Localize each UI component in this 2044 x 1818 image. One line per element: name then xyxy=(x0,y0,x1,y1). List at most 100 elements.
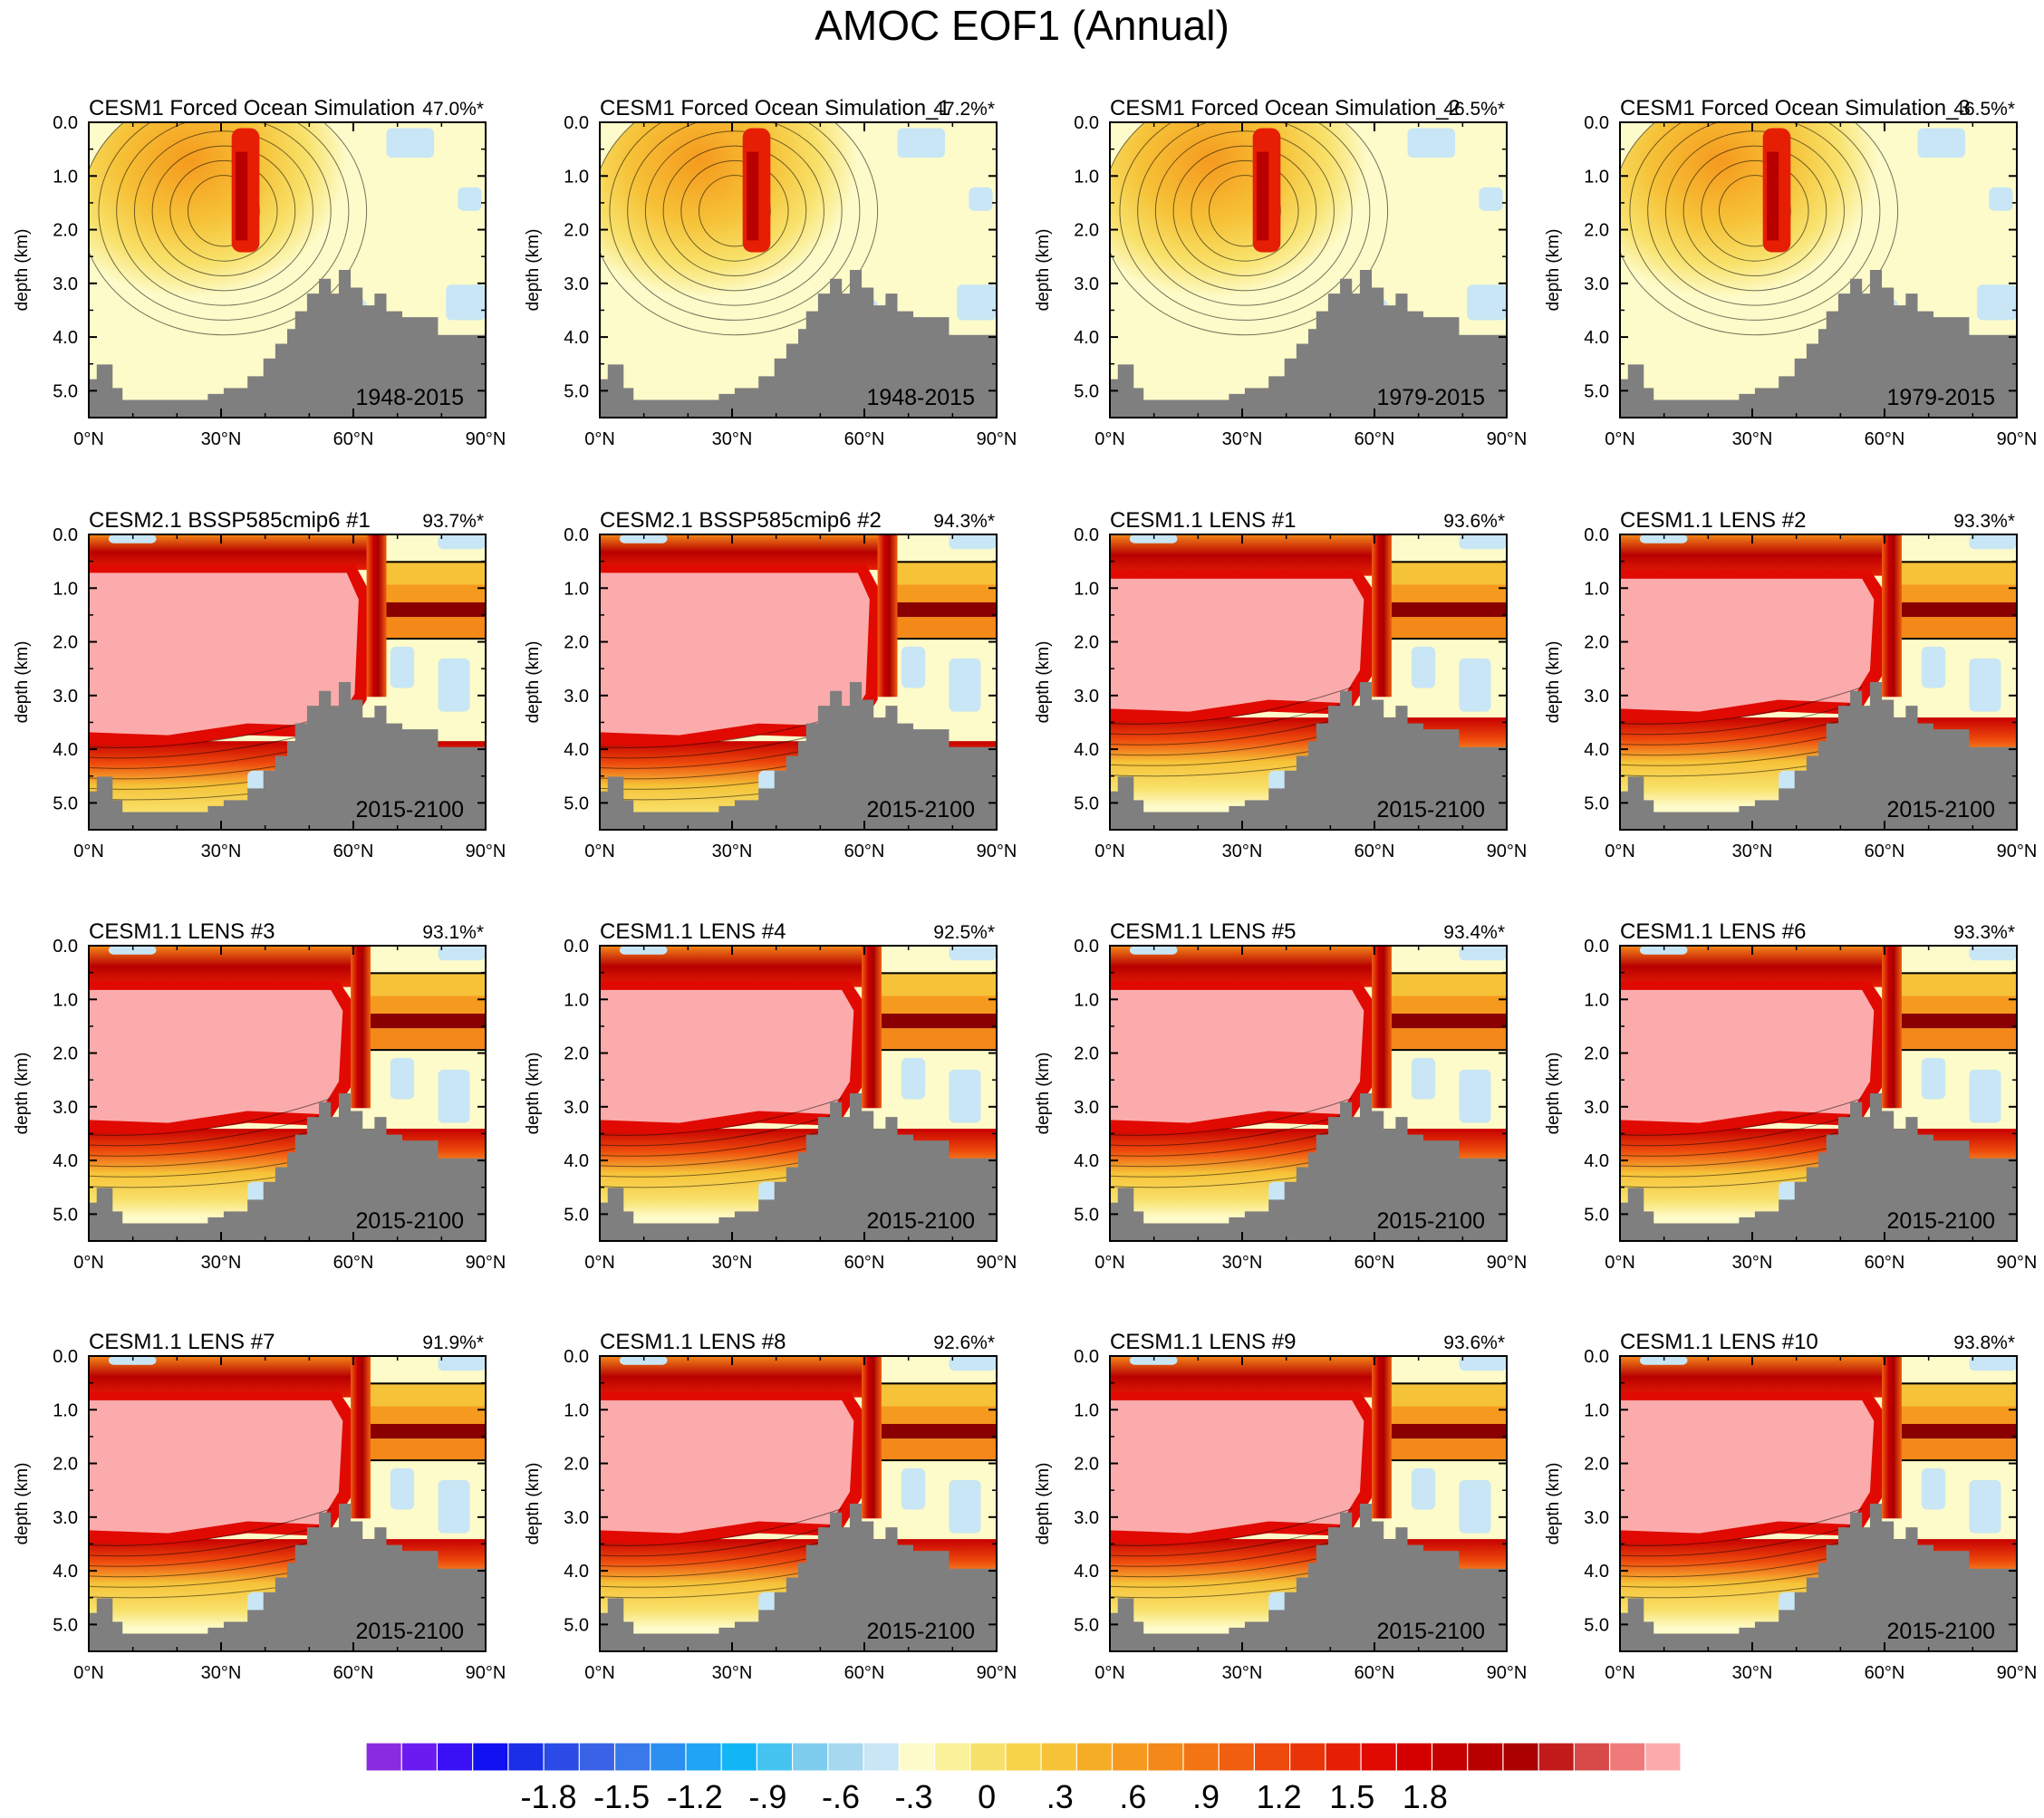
bathymetry xyxy=(600,682,997,830)
max-core xyxy=(236,151,248,241)
contour-line xyxy=(1620,714,1863,745)
colorbar-swatch xyxy=(827,1743,864,1771)
panel-title: CESM1.1 LENS #8 xyxy=(600,1330,786,1354)
contour-line xyxy=(1620,1111,1863,1147)
band-edge xyxy=(370,1382,486,1385)
bathymetry xyxy=(1620,1504,2017,1651)
y-tick-label: 1.0 xyxy=(564,1400,589,1420)
panel-title: CESM1.1 LENS #10 xyxy=(1620,1330,1818,1354)
panel-frame xyxy=(1109,945,1508,1242)
contour-line xyxy=(1110,1522,1353,1557)
x-tick-label: 60°N xyxy=(333,429,374,449)
band xyxy=(1901,617,2017,639)
y-tick-label: 5.0 xyxy=(1584,1205,1609,1225)
northern-jet xyxy=(1372,534,1392,697)
bathymetry xyxy=(1620,270,2017,418)
y-tick-label: 5.0 xyxy=(564,381,589,401)
band xyxy=(1391,1406,1507,1424)
x-tick-label: 30°N xyxy=(201,1663,242,1683)
band-edge xyxy=(370,1459,486,1462)
negative-patch xyxy=(390,1467,415,1510)
y-tick-label: 0.0 xyxy=(1074,113,1099,133)
y-tick-label: 4.0 xyxy=(53,1562,78,1582)
panel-title: CESM1.1 LENS #2 xyxy=(1620,508,1806,533)
panel-percent: 47.2%* xyxy=(933,99,995,120)
y-tick-label: 5.0 xyxy=(1074,381,1099,401)
saturated-core xyxy=(600,989,854,1123)
x-tick-label: 90°N xyxy=(466,1253,506,1273)
saturated-core xyxy=(89,989,343,1123)
panel-frame xyxy=(1619,945,2018,1242)
saturated-core xyxy=(89,572,359,736)
contour-line xyxy=(89,1535,332,1567)
negative-patch xyxy=(901,646,926,688)
x-tick-label: 30°N xyxy=(1222,842,1263,861)
negative-patch xyxy=(1467,284,1507,321)
y-tick-label: 4.0 xyxy=(564,328,589,348)
y-tick-label: 1.0 xyxy=(564,167,589,187)
y-tick-label: 3.0 xyxy=(1074,1098,1099,1118)
contour-line xyxy=(116,122,332,306)
colorbar-label: -1.2 xyxy=(667,1778,723,1815)
bathymetry xyxy=(1110,1093,1507,1241)
contour-line xyxy=(1629,122,1881,321)
y-tick-label: 3.0 xyxy=(53,687,78,707)
colorbar-swatch xyxy=(1574,1743,1611,1771)
y-tick-label: 2.0 xyxy=(53,1455,78,1475)
y-tick-label: 5.0 xyxy=(1074,794,1099,813)
colorbar-swatch xyxy=(1041,1743,1077,1771)
panel-percent: 46.5%* xyxy=(1443,99,1505,120)
band xyxy=(1391,617,1507,639)
colorbar-label: 1.5 xyxy=(1329,1778,1374,1815)
y-axis-label: depth (km) xyxy=(13,1463,32,1545)
panel-percent: 93.8%* xyxy=(1953,1332,2015,1353)
colorbar-swatch xyxy=(1502,1743,1539,1771)
y-tick-label: 4.0 xyxy=(53,740,78,760)
colorbar-swatch xyxy=(579,1743,616,1771)
contour-line xyxy=(609,122,861,321)
panel-period: 2015-2100 xyxy=(1376,1208,1485,1234)
x-tick-label: 90°N xyxy=(1997,842,2038,861)
y-axis-label: depth (km) xyxy=(1544,1463,1563,1545)
panel-frame xyxy=(1619,1355,2018,1652)
x-tick-label: 30°N xyxy=(712,1253,753,1273)
panel-frame xyxy=(599,121,998,418)
y-tick-label: 2.0 xyxy=(1074,633,1099,653)
panel: 0.0 1.0 2.0 3.0 4.0 5.0 0°N 30°N 60°N 90°N depth (… xyxy=(1034,96,1527,449)
panel-title: CESM1.1 LENS #3 xyxy=(89,919,275,944)
panel: 0.0 1.0 2.0 3.0 4.0 5.0 0°N 30°N 60°N 90°N depth (… xyxy=(1034,1330,1527,1683)
x-tick-label: 0°N xyxy=(73,842,104,861)
negative-patch xyxy=(949,1479,981,1534)
northern-jet xyxy=(1882,946,1902,1109)
colorbar-label: .6 xyxy=(1119,1778,1146,1815)
band-edge xyxy=(897,638,997,640)
band-edge xyxy=(897,561,997,563)
y-tick-label: 1.0 xyxy=(1584,1400,1609,1420)
colorbar-swatch xyxy=(1432,1743,1469,1771)
panel-period: 2015-2100 xyxy=(355,1208,464,1234)
panel-title: CESM2.1 BSSP585cmip6 #2 xyxy=(600,508,882,533)
panel: 0.0 1.0 2.0 3.0 4.0 5.0 0°N 30°N 60°N 90°N depth (… xyxy=(1034,919,1527,1273)
panel: 0.0 1.0 2.0 3.0 4.0 5.0 0°N 30°N 60°N 90°N depth (… xyxy=(524,1330,1017,1683)
y-axis-label: depth (km) xyxy=(524,229,543,312)
x-tick-label: 30°N xyxy=(712,1663,753,1683)
negative-patch xyxy=(1459,1479,1491,1534)
y-tick-label: 5.0 xyxy=(53,381,78,401)
band xyxy=(386,561,486,585)
panel-period: 2015-2100 xyxy=(1376,1619,1485,1644)
bathymetry xyxy=(1620,682,2017,830)
y-tick-label: 0.0 xyxy=(1584,937,1609,957)
y-tick-label: 1.0 xyxy=(1074,990,1099,1010)
colorbar-label: .3 xyxy=(1046,1778,1074,1815)
panel-period: 2015-2100 xyxy=(355,1619,464,1644)
saturated-core xyxy=(1110,578,1364,712)
saturated-core xyxy=(1620,578,1875,712)
colorbar-swatch xyxy=(1325,1743,1362,1771)
panel-percent: 93.3%* xyxy=(1953,511,2015,532)
negative-patch xyxy=(438,946,486,961)
x-tick-label: 90°N xyxy=(1487,1663,1528,1683)
x-tick-label: 90°N xyxy=(977,1663,1017,1683)
band xyxy=(1391,601,1507,618)
panel-title: CESM1.1 LENS #9 xyxy=(1110,1330,1296,1354)
